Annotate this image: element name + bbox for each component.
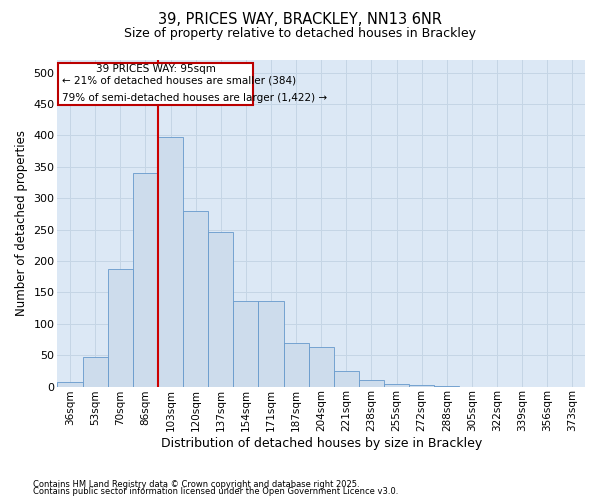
- Bar: [158, 137, 183, 386]
- Bar: [384, 384, 409, 386]
- Bar: [334, 371, 359, 386]
- Text: Size of property relative to detached houses in Brackley: Size of property relative to detached ho…: [124, 28, 476, 40]
- Bar: [259, 300, 284, 386]
- Text: ← 21% of detached houses are smaller (384): ← 21% of detached houses are smaller (38…: [62, 76, 296, 86]
- FancyBboxPatch shape: [58, 63, 253, 105]
- Bar: [108, 269, 133, 386]
- Text: 79% of semi-detached houses are larger (1,422) →: 79% of semi-detached houses are larger (…: [62, 92, 327, 102]
- Y-axis label: Number of detached properties: Number of detached properties: [15, 130, 28, 316]
- Text: 39, PRICES WAY, BRACKLEY, NN13 6NR: 39, PRICES WAY, BRACKLEY, NN13 6NR: [158, 12, 442, 28]
- X-axis label: Distribution of detached houses by size in Brackley: Distribution of detached houses by size …: [161, 437, 482, 450]
- Text: 39 PRICES WAY: 95sqm: 39 PRICES WAY: 95sqm: [96, 64, 215, 74]
- Bar: [183, 210, 208, 386]
- Bar: [359, 380, 384, 386]
- Bar: [284, 342, 308, 386]
- Text: Contains HM Land Registry data © Crown copyright and database right 2025.: Contains HM Land Registry data © Crown c…: [33, 480, 359, 489]
- Bar: [58, 382, 83, 386]
- Bar: [233, 300, 259, 386]
- Bar: [133, 173, 158, 386]
- Bar: [308, 347, 334, 387]
- Text: Contains public sector information licensed under the Open Government Licence v3: Contains public sector information licen…: [33, 487, 398, 496]
- Bar: [208, 232, 233, 386]
- Bar: [83, 357, 108, 386]
